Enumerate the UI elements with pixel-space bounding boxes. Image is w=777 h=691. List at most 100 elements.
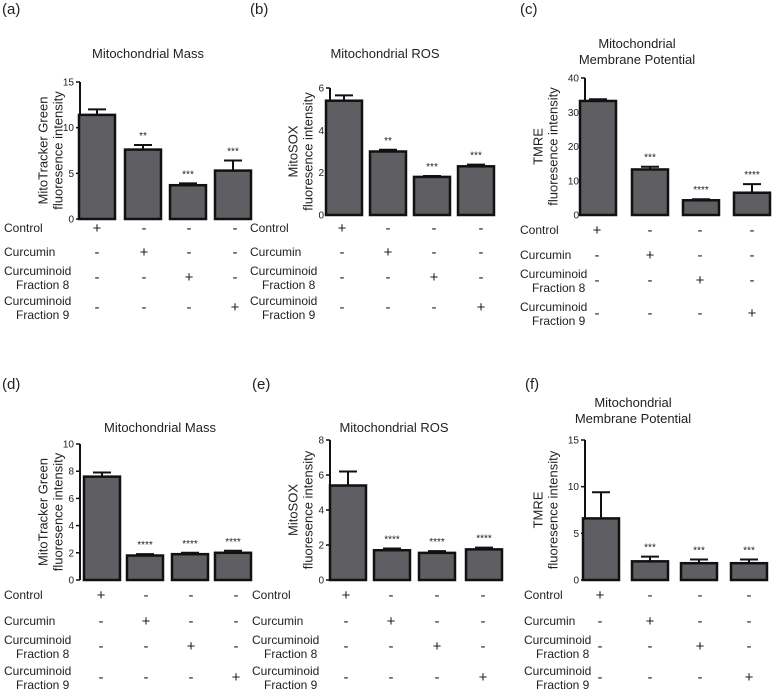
y-tick-label: 0: [68, 576, 74, 587]
condition-sign: +: [433, 638, 442, 655]
condition-sign: -: [233, 269, 238, 286]
condition-sign: -: [344, 638, 349, 655]
condition-sign: -: [187, 220, 192, 237]
panel-letter: (c): [520, 1, 538, 18]
condition-label: Fraction 8: [264, 647, 318, 661]
significance-label: ***: [182, 169, 194, 180]
y-tick-label: 8: [68, 467, 74, 478]
condition-label: Curcuminoid: [252, 664, 319, 678]
y-axis-label-line: fluoresence intensity: [301, 450, 316, 569]
condition-label: Fraction 8: [16, 647, 70, 661]
y-axis-label-line: fluoresence intensity: [546, 450, 561, 569]
significance-label: ***: [644, 153, 656, 164]
condition-sign: +: [593, 222, 602, 239]
condition-label: Curcuminoid: [4, 664, 71, 678]
y-axis-label: MitoTracker Greenfluoresence intensity: [36, 452, 66, 571]
condition-label: Curcuminoid: [520, 267, 587, 281]
y-axis-label-line: MitoTracker Green: [36, 458, 51, 566]
condition-sign: -: [698, 305, 703, 322]
panel-a: (a) Mitochondrial Mass MitoTracker Greenfl…: [2, 1, 253, 322]
condition-sign: -: [595, 272, 600, 289]
condition-label: Control: [524, 588, 563, 602]
condition-sign: -: [595, 305, 600, 322]
y-axis-label-line: fluoresence intensity: [51, 452, 66, 571]
condition-sign: -: [750, 272, 755, 289]
y-tick-label: 4: [68, 521, 74, 532]
bar: [412, 175, 452, 217]
condition-sign: -: [340, 269, 345, 286]
condition-sign: +: [745, 669, 754, 686]
condition-label: Control: [4, 588, 43, 602]
condition-sign: -: [386, 220, 391, 237]
condition-sign: -: [233, 220, 238, 237]
y-tick-label: 0: [318, 576, 324, 587]
y-tick-label: 2: [318, 541, 324, 552]
bar: [324, 99, 364, 217]
condition-sign: +: [646, 247, 655, 264]
significance-label: ****: [476, 534, 492, 545]
condition-sign: -: [142, 220, 147, 237]
y-axis-label-line: fluoresence intensity: [51, 91, 66, 210]
condition-sign: -: [189, 669, 194, 686]
y-tick-label: 2: [318, 168, 324, 179]
y-tick-label: 40: [568, 74, 580, 85]
condition-sign: -: [750, 247, 755, 264]
panel-b: (b) Mitochondrial ROS MitoSOXfluoresence i…: [250, 1, 496, 322]
y-axis-label: TMREfluoresence intensity: [531, 87, 561, 206]
condition-sign: -: [99, 669, 104, 686]
condition-label: Control: [252, 588, 291, 602]
y-tick-label: 2: [68, 548, 74, 559]
condition-label: Fraction 9: [536, 678, 590, 691]
bar: [456, 165, 496, 217]
condition-sign: -: [698, 587, 703, 604]
bar: [464, 548, 504, 582]
condition-sign: +: [696, 272, 705, 289]
condition-sign: -: [648, 222, 653, 239]
condition-sign: +: [342, 587, 351, 604]
chart-title: Membrane Potential: [579, 52, 695, 67]
panel-letter: (f): [525, 376, 539, 393]
condition-sign: -: [233, 244, 238, 261]
condition-label: Curcuminoid: [250, 264, 317, 278]
bar: [630, 168, 670, 217]
condition-sign: -: [432, 220, 437, 237]
condition-sign: +: [430, 269, 439, 286]
condition-sign: +: [479, 669, 488, 686]
condition-sign: -: [479, 244, 484, 261]
condition-sign: -: [189, 587, 194, 604]
significance-label: ***: [693, 545, 705, 556]
condition-sign: -: [698, 669, 703, 686]
condition-sign: -: [340, 244, 345, 261]
significance-label: **: [139, 131, 147, 142]
significance-label: ***: [470, 151, 482, 162]
condition-label: Fraction 8: [16, 278, 70, 292]
bar: [681, 199, 721, 217]
y-tick-label: 10: [63, 440, 75, 451]
condition-sign: -: [344, 613, 349, 630]
chart-title: Mitochondrial Mass: [92, 46, 204, 61]
bar: [328, 484, 368, 582]
chart-title: Mitochondrial ROS: [330, 46, 439, 61]
condition-sign: +: [748, 305, 757, 322]
chart-title: Mitochondrial: [594, 395, 671, 410]
condition-sign: +: [93, 220, 102, 237]
condition-sign: +: [140, 244, 149, 261]
y-axis-label-line: TMRE: [531, 491, 546, 528]
condition-label: Fraction 8: [262, 278, 316, 292]
condition-sign: -: [648, 272, 653, 289]
condition-sign: -: [747, 613, 752, 630]
condition-sign: -: [386, 299, 391, 316]
condition-label: Curcuminoid: [250, 294, 317, 308]
y-tick-label: 4: [318, 506, 324, 517]
y-axis-label-line: MitoTracker Green: [36, 97, 51, 205]
condition-sign: +: [142, 613, 151, 630]
y-tick-label: 0: [318, 211, 324, 222]
panel-d: (d) Mitochondrial Mass MitoTracker Greenfl…: [2, 376, 253, 691]
bar: [732, 191, 772, 217]
y-tick-label: 4: [318, 126, 324, 137]
condition-sign: -: [344, 669, 349, 686]
bar: [125, 554, 165, 582]
significance-label: ****: [182, 539, 198, 550]
significance-label: ****: [384, 535, 400, 546]
condition-sign: +: [477, 299, 486, 316]
